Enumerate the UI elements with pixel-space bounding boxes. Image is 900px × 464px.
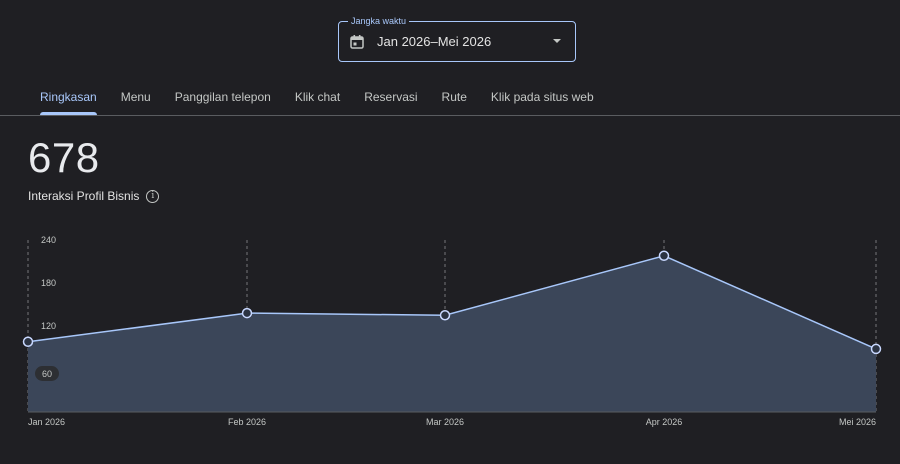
x-tick-label: Mei 2026 xyxy=(839,417,876,427)
metric-label-text: Interaksi Profil Bisnis xyxy=(28,189,140,203)
interactions-chart: 240 180 120 60 Jan 2026 Feb 2026 Mar 2026 Apr … xyxy=(22,235,882,427)
data-point-2[interactable] xyxy=(439,310,451,321)
info-icon[interactable]: i xyxy=(146,189,160,203)
date-range-legend: Jangka waktu xyxy=(348,15,410,27)
x-tick-label: Apr 2026 xyxy=(646,417,683,427)
tab-menu[interactable]: Menu xyxy=(120,90,151,104)
tab-rute[interactable]: Rute xyxy=(441,90,467,104)
metric-total: 678 xyxy=(28,134,100,181)
ytick-label: 60 xyxy=(42,369,52,379)
chevron-down-icon xyxy=(553,39,561,43)
tab-divider xyxy=(0,115,900,116)
tab-klik-situs-web[interactable]: Klik pada situs web xyxy=(490,90,594,104)
data-point-1[interactable] xyxy=(241,307,253,319)
data-point-3[interactable] xyxy=(658,250,670,262)
x-tick-label: Mar 2026 xyxy=(426,417,464,427)
x-tick-label: Jan 2026 xyxy=(28,417,65,427)
tab-reservasi[interactable]: Reservasi xyxy=(364,90,418,104)
date-range-picker[interactable]: Jangka waktu Jan 2026–Mei 2026 xyxy=(338,15,576,62)
ytick-label: 180 xyxy=(41,278,56,288)
metric-label: Interaksi Profil Bisnis i xyxy=(28,189,160,203)
ytick-label: 240 xyxy=(41,235,56,245)
series-area xyxy=(28,255,876,412)
data-point-4[interactable] xyxy=(870,343,882,355)
tab-ringkasan[interactable]: Ringkasan xyxy=(28,80,109,115)
tab-klik-chat[interactable]: Klik chat xyxy=(294,90,341,104)
tab-bar: Ringkasan Menu Panggilan telepon Klik ch… xyxy=(28,80,606,115)
ytick-badge xyxy=(35,366,59,381)
x-tick-label: Feb 2026 xyxy=(228,417,266,427)
calendar-icon xyxy=(350,34,364,49)
ytick-label: 120 xyxy=(41,321,56,331)
data-point-0[interactable] xyxy=(22,336,34,348)
date-range-value: Jan 2026–Mei 2026 xyxy=(377,34,492,49)
tab-panggilan-telepon[interactable]: Panggilan telepon xyxy=(174,90,271,104)
